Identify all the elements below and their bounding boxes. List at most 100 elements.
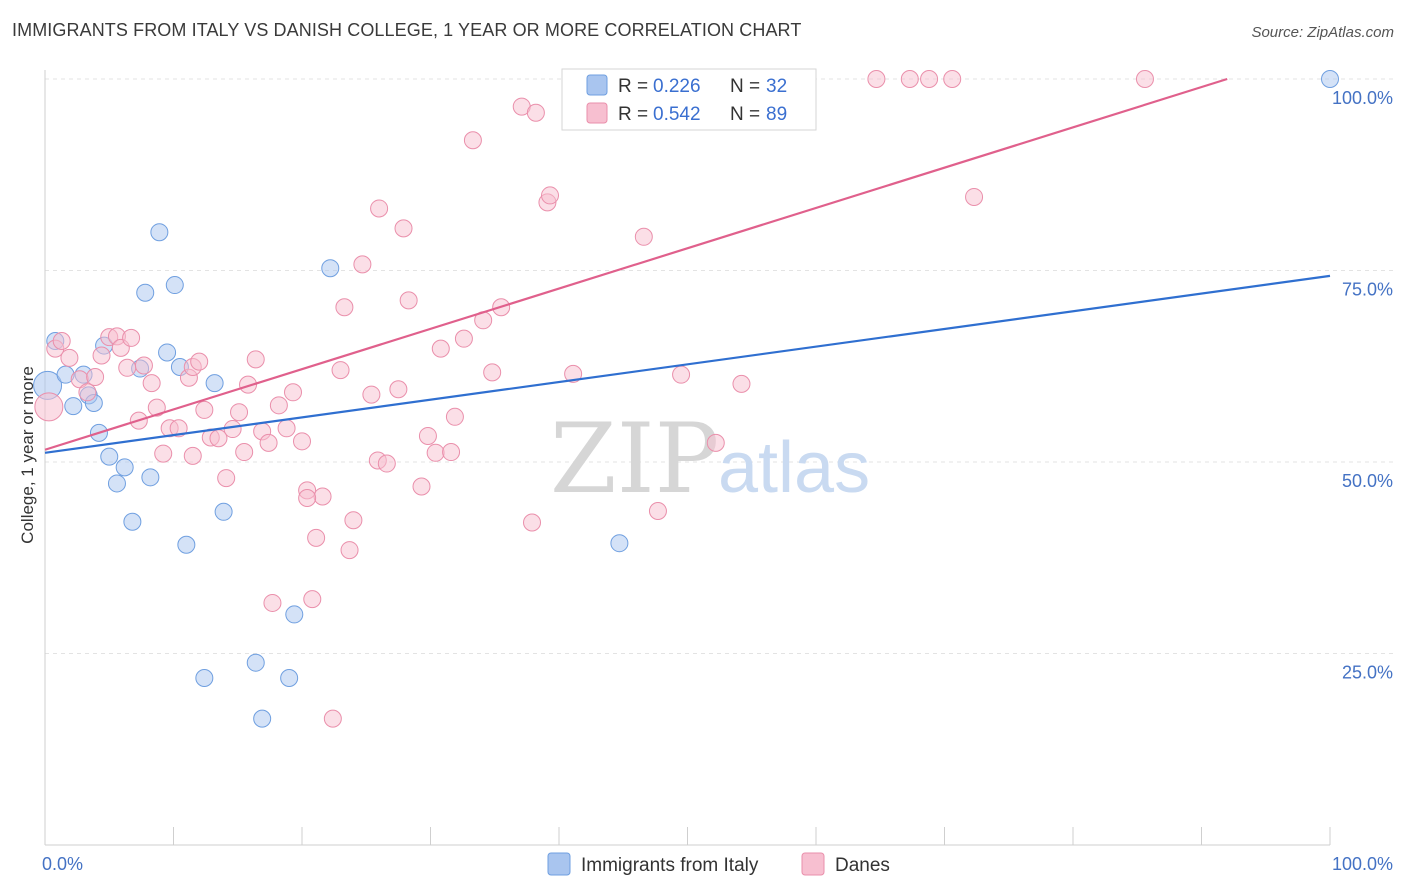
- legend-r-label-danes: R =: [618, 104, 648, 125]
- point-danes-65: [523, 513, 542, 532]
- point-italy-22: [205, 374, 224, 393]
- point-italy-12: [123, 512, 142, 531]
- point-danes-31: [246, 350, 265, 369]
- point-danes-62: [483, 363, 502, 382]
- point-danes-81: [943, 70, 962, 88]
- point-danes-72: [634, 227, 653, 246]
- point-danes-52: [399, 291, 418, 310]
- point-danes-19: [169, 419, 188, 438]
- legend-swatch-italy: [586, 74, 608, 96]
- point-danes-57: [442, 443, 461, 462]
- point-danes-27: [223, 420, 242, 439]
- legend-r-label-italy: R =: [618, 76, 648, 97]
- point-danes-66: [526, 103, 545, 122]
- source-credit: Source: ZipAtlas.com: [1251, 24, 1394, 41]
- point-italy-3: [64, 397, 83, 416]
- y-tick-label-25: 25.0%: [1342, 663, 1393, 683]
- point-danes-30: [239, 375, 258, 394]
- point-italy-9: [100, 447, 119, 466]
- point-danes-83: [1135, 70, 1154, 88]
- y-tick-label-100: 100.0%: [1332, 88, 1393, 108]
- point-danes-15: [142, 374, 161, 393]
- point-danes-29: [235, 443, 254, 462]
- point-italy-26: [280, 669, 299, 688]
- trend-line-danes: [44, 77, 1228, 451]
- point-italy-10: [107, 474, 126, 493]
- trend-lines: [44, 77, 1331, 454]
- point-danes-14: [134, 356, 153, 375]
- gridlines: [45, 78, 1393, 654]
- point-danes-33: [259, 433, 278, 452]
- bottom-legend-swatch-italy: [547, 852, 571, 876]
- point-danes-46: [362, 385, 381, 404]
- point-italy-25: [253, 709, 272, 728]
- point-italy-30: [1321, 70, 1339, 88]
- point-danes-80: [920, 70, 939, 88]
- point-danes-86: [340, 541, 359, 560]
- point-danes-53: [412, 477, 431, 496]
- point-danes-68: [541, 186, 560, 205]
- point-italy-28: [321, 259, 340, 278]
- legend-r-value-danes: 0.542: [653, 104, 701, 125]
- point-danes-48: [370, 199, 389, 218]
- point-danes-76: [732, 374, 751, 393]
- point-danes-55: [426, 443, 445, 462]
- point-danes-85: [298, 489, 317, 508]
- bottom-legend-swatch-danes: [801, 852, 825, 876]
- y-axis-label: College, 1 year or more: [18, 366, 37, 544]
- point-danes-59: [454, 329, 473, 348]
- legend-swatch-danes: [586, 102, 608, 124]
- point-danes-35: [277, 419, 296, 438]
- point-danes-88: [183, 446, 202, 465]
- point-danes-44: [344, 511, 363, 530]
- y-tick-label-50: 50.0%: [1342, 471, 1393, 491]
- point-danes-28: [230, 403, 249, 422]
- point-italy-14: [136, 283, 155, 302]
- point-danes-16: [147, 398, 166, 417]
- point-danes-42: [331, 361, 350, 380]
- watermark: ZIP atlas: [550, 403, 870, 515]
- point-danes-36: [284, 383, 303, 402]
- legend-n-label-danes: N =: [730, 104, 760, 125]
- point-danes-74: [672, 365, 691, 384]
- x-tick-label-max: 100.0%: [1332, 854, 1393, 874]
- point-danes-3: [60, 348, 79, 367]
- point-danes-69: [564, 364, 583, 383]
- watermark-atlas: atlas: [718, 428, 870, 508]
- point-danes-87: [303, 590, 322, 609]
- point-danes-2: [52, 331, 71, 350]
- point-danes-43: [335, 298, 354, 317]
- y-tick-labels: 25.0% 50.0% 75.0% 100.0%: [1332, 88, 1393, 683]
- point-danes-84: [263, 593, 282, 612]
- point-danes-56: [431, 339, 450, 358]
- point-danes-26: [217, 469, 236, 488]
- legend-n-value-italy: 32: [766, 76, 787, 97]
- point-italy-23: [214, 502, 233, 521]
- y-tick-label-75: 75.0%: [1342, 280, 1393, 300]
- x-tick-marks: [44, 827, 1331, 845]
- point-danes-54: [418, 426, 437, 445]
- x-tick-label-min: 0.0%: [42, 854, 83, 874]
- point-danes-17: [154, 444, 173, 463]
- point-danes-11: [118, 358, 137, 377]
- bottom-legend-label-danes: Danes: [835, 855, 890, 876]
- legend-r-value-italy: 0.226: [653, 76, 701, 97]
- point-italy-21: [195, 669, 214, 688]
- point-danes-23: [195, 400, 214, 419]
- point-danes-0: [34, 392, 64, 422]
- point-danes-75: [706, 433, 725, 452]
- point-danes-7: [92, 346, 111, 365]
- point-danes-6: [86, 367, 105, 386]
- trend-line-italy: [44, 274, 1331, 454]
- point-italy-24: [246, 653, 265, 672]
- point-italy-27: [285, 605, 304, 624]
- point-italy-17: [158, 343, 177, 362]
- point-italy-20: [177, 535, 196, 554]
- point-danes-51: [394, 219, 413, 238]
- legend-n-label-italy: N =: [730, 76, 760, 97]
- point-danes-73: [648, 502, 667, 521]
- point-danes-58: [445, 407, 464, 426]
- point-danes-12: [122, 328, 141, 347]
- bottom-legend-label-italy: Immigrants from Italy: [581, 855, 759, 876]
